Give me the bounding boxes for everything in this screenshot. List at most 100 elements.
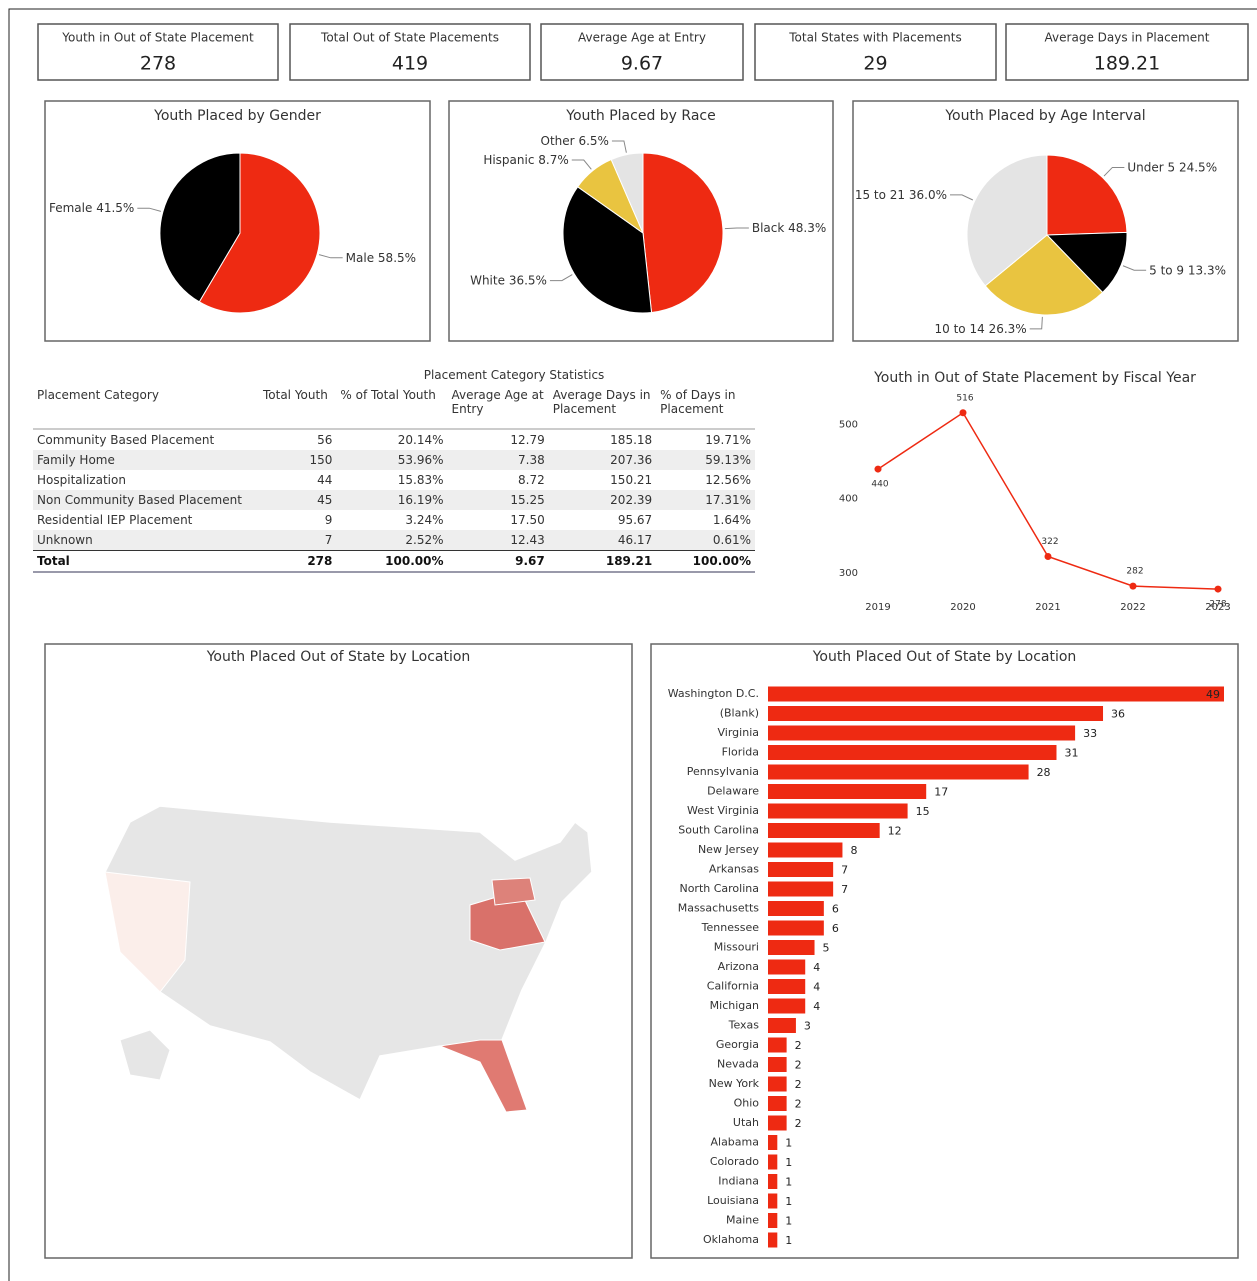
slice-label: 10 to 14 26.3% xyxy=(935,321,1027,335)
pie-slice xyxy=(562,186,653,314)
table-cell: 12.56% xyxy=(705,473,751,487)
leader-line xyxy=(949,194,974,201)
y-tick-label: North Carolina xyxy=(679,882,759,895)
data-label: 2 xyxy=(795,1098,802,1111)
table-cell: 95.67 xyxy=(617,513,653,527)
y-tick-label: Maine xyxy=(726,1214,759,1227)
slice-value: 13.3% xyxy=(1188,263,1226,277)
kpi-card xyxy=(37,23,279,81)
table-cell: 17.50 xyxy=(510,513,545,527)
y-tick-label: California xyxy=(707,980,759,993)
y-tick-label: Alabama xyxy=(710,1136,759,1149)
panel xyxy=(852,100,1239,342)
y-tick-label: New York xyxy=(709,1077,760,1090)
bar xyxy=(768,1096,787,1111)
data-label: 322 xyxy=(1041,537,1058,547)
slice-category: Female xyxy=(49,201,92,215)
y-tick-label: Virginia xyxy=(718,726,759,739)
slice-label: 5 to 9 13.3% xyxy=(1149,263,1226,277)
kpi-value: 278 xyxy=(140,53,176,75)
column-header: Placement Category xyxy=(33,386,259,430)
leader-line xyxy=(137,207,162,212)
pie-slice xyxy=(1045,231,1128,294)
y-tick-label: Michigan xyxy=(710,999,759,1012)
slice-label: Hispanic 8.7% xyxy=(483,153,568,167)
bar xyxy=(768,706,1104,721)
pie-slice xyxy=(984,234,1104,316)
panel xyxy=(44,643,633,1259)
data-label: 2 xyxy=(795,1078,802,1091)
bar xyxy=(768,1076,787,1092)
y-tick-label: Arizona xyxy=(718,960,759,973)
chart-title: Youth Placed Out of State by Location xyxy=(812,649,1077,665)
total-cell: 100.00% xyxy=(336,550,448,573)
table-cell: Non Community Based Placement xyxy=(33,490,259,510)
total-cell: 100.00% xyxy=(656,550,755,573)
table-cell: 12.79 xyxy=(510,433,545,447)
table-cell: 59.13% xyxy=(656,450,755,470)
chart-title: Youth Placed by Race xyxy=(565,108,715,124)
region xyxy=(104,871,191,993)
bar xyxy=(768,959,806,975)
leader-line xyxy=(1103,166,1125,177)
total-row: Total 278 100.00% 9.67 189.21 100.00% xyxy=(33,550,755,573)
table-cell: 20.14% xyxy=(397,433,444,447)
table: Placement Category Total Youth% of Total … xyxy=(33,386,755,573)
y-tick-label: New Jersey xyxy=(698,843,760,856)
y-tick-label: Louisiana xyxy=(707,1194,759,1207)
y-tick-label: Missouri xyxy=(714,941,759,954)
y-tick-label: 500 xyxy=(839,420,858,431)
table-cell: 150.21 xyxy=(610,473,653,487)
table-cell: 46.17 xyxy=(548,530,657,551)
data-label: 2 xyxy=(795,1117,802,1130)
slice-label: Female 41.5% xyxy=(49,201,134,215)
y-tick-label: Tennessee xyxy=(701,921,760,934)
bar xyxy=(768,745,1057,760)
leader-line xyxy=(571,159,592,170)
kpi-label: Total States with Placements xyxy=(788,31,961,45)
slice-value: 24.5% xyxy=(1179,160,1217,174)
bar xyxy=(768,1018,796,1033)
data-label: 1 xyxy=(785,1156,792,1169)
kpi-card xyxy=(754,23,997,81)
data-label: 1 xyxy=(785,1176,792,1189)
data-label: 15 xyxy=(916,805,930,818)
slice-category: White xyxy=(470,273,505,287)
data-label: 28 xyxy=(1037,766,1051,779)
kpi-value: 419 xyxy=(392,53,428,75)
leader-line xyxy=(549,274,573,282)
column-header: Total Youth xyxy=(258,386,337,430)
table-cell: Unknown xyxy=(33,530,259,551)
header-row: Placement Category Total Youth% of Total … xyxy=(33,386,755,430)
table-cell: 7 xyxy=(258,530,337,551)
y-tick-label: Delaware xyxy=(707,785,759,798)
bar xyxy=(768,1174,778,1189)
bar xyxy=(768,940,815,955)
y-tick-label: 400 xyxy=(839,494,858,505)
data-label: 1 xyxy=(785,1195,792,1208)
data-label: 2 xyxy=(795,1039,802,1052)
pie-slice xyxy=(966,154,1048,287)
data-label: 5 xyxy=(823,942,830,955)
y-tick-label: Nevada xyxy=(717,1058,759,1071)
slice-label: Other 6.5% xyxy=(541,133,609,147)
slice-category: Hispanic xyxy=(483,153,534,167)
slice-category: 10 to 14 xyxy=(935,321,985,335)
data-label: 1 xyxy=(785,1234,792,1247)
table-cell: 15.25 xyxy=(447,490,549,510)
leader-line xyxy=(724,227,749,230)
slice-category: Male xyxy=(346,250,374,264)
chart-title: Youth in Out of State Placement by Fisca… xyxy=(873,370,1196,386)
leader-line xyxy=(1029,316,1043,330)
table-cell: 185.18 xyxy=(610,433,653,447)
bar xyxy=(768,784,927,799)
y-tick-label: 300 xyxy=(839,568,858,579)
y-tick-label: Texas xyxy=(728,1019,760,1032)
pie-slice xyxy=(1046,154,1128,236)
slice-label: White 36.5% xyxy=(470,273,547,287)
bar xyxy=(768,764,1029,780)
kpi-value: 29 xyxy=(863,53,887,75)
y-tick-label: Colorado xyxy=(710,1155,759,1168)
kpi-card xyxy=(289,23,531,81)
pie-slice xyxy=(159,152,241,303)
